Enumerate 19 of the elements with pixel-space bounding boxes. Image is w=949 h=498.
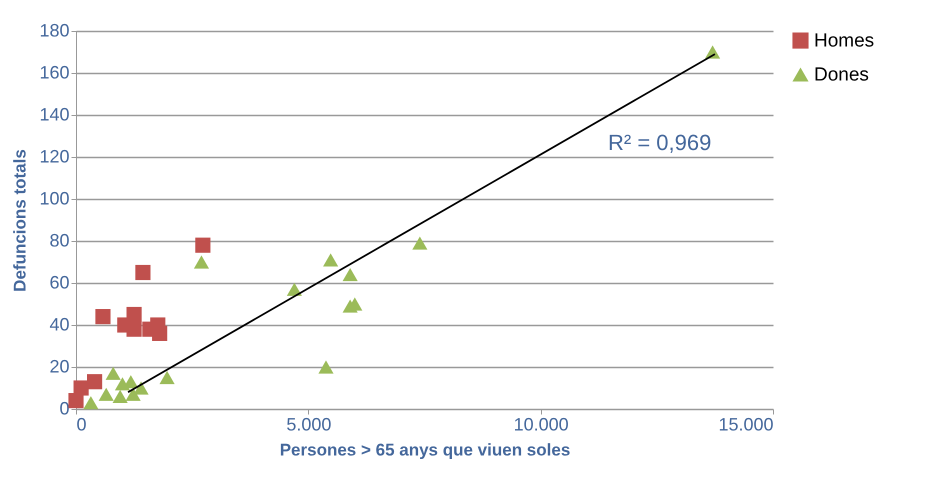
y-axis-title: Defuncions totals [10,149,30,292]
y-tick-label: 40 [49,314,70,334]
y-tick-label: 160 [39,62,70,82]
x-axis-title: Persones > 65 anys que viuen soles [280,440,570,460]
y-tick-label: 120 [39,146,70,166]
x-tick-label: 5.000 [286,414,332,434]
annotation: R² = 0,969 [608,130,712,155]
y-tick-label: 20 [49,356,70,376]
y-tick-label: 80 [49,230,70,250]
x-tick-label: 10.000 [514,414,569,434]
y-tick-label: 0 [59,398,70,418]
x-tick-label: 0 [76,414,87,434]
y-tick-label: 140 [39,104,70,124]
y-tick-label: 100 [39,188,70,208]
y-tick-label: 180 [39,20,70,40]
legend-label: Dones [814,64,869,86]
legend-label: Homes [814,30,874,52]
y-tick-label: 60 [49,272,70,292]
x-tick-label: 15.000 [718,414,774,434]
